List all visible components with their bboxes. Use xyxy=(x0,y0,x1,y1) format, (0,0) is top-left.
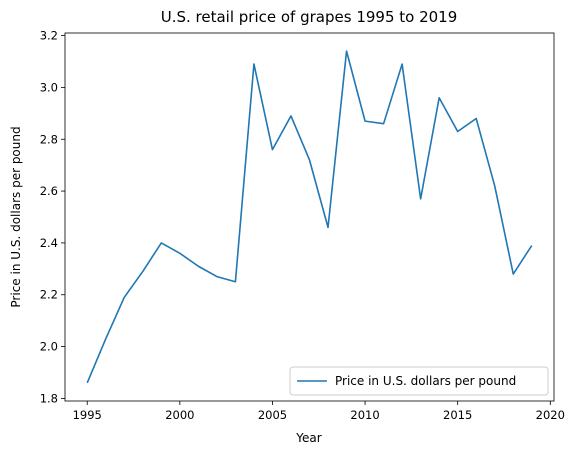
y-axis-label: Price in U.S. dollars per pound xyxy=(9,126,23,307)
x-tick-label: 2020 xyxy=(536,408,565,422)
data-point xyxy=(159,240,164,245)
data-point xyxy=(492,183,497,188)
legend: Price in U.S. dollars per pound xyxy=(289,366,549,396)
data-point xyxy=(344,49,349,54)
x-axis-label: Year xyxy=(295,431,321,445)
data-point xyxy=(455,129,460,134)
series-layer xyxy=(85,49,534,385)
x-tick-label: 2010 xyxy=(350,408,379,422)
data-point xyxy=(85,380,90,385)
y-axis-ticks: 1.8 2.0 2.2 2.4 2.6 2.8 3.0 3.2 xyxy=(40,29,65,405)
data-point xyxy=(363,119,368,124)
data-point xyxy=(103,336,108,341)
data-point xyxy=(140,269,145,274)
y-tick-label: 3.2 xyxy=(40,29,58,43)
x-tick-label: 2000 xyxy=(165,408,194,422)
chart-title: U.S. retail price of grapes 1995 to 2019 xyxy=(161,8,458,26)
x-axis-ticks: 1995 2000 2005 2010 2015 2020 xyxy=(73,401,565,422)
x-tick-label: 2015 xyxy=(443,408,472,422)
data-point xyxy=(288,113,293,118)
data-point xyxy=(196,264,201,269)
x-tick-label: 2005 xyxy=(258,408,287,422)
y-tick-label: 2.0 xyxy=(40,340,58,354)
data-point xyxy=(122,295,127,300)
series-line xyxy=(86,50,533,384)
y-tick-label: 2.6 xyxy=(40,184,58,198)
y-tick-label: 2.8 xyxy=(40,132,58,146)
y-tick-label: 2.2 xyxy=(40,288,58,302)
data-point xyxy=(177,251,182,256)
data-point xyxy=(511,272,516,277)
legend-entry-label: Price in U.S. dollars per pound xyxy=(335,374,516,388)
data-point xyxy=(529,243,534,248)
data-point xyxy=(400,62,405,67)
data-point xyxy=(307,157,312,162)
legend-box xyxy=(289,366,549,396)
data-point xyxy=(381,121,386,126)
data-point xyxy=(270,147,275,152)
y-tick-label: 2.4 xyxy=(40,236,58,250)
y-tick-label: 1.8 xyxy=(40,391,58,405)
data-point xyxy=(214,274,219,279)
plot-area-frame xyxy=(64,32,555,402)
data-point xyxy=(474,116,479,121)
data-point xyxy=(251,62,256,67)
data-point xyxy=(233,279,238,284)
x-tick-label: 1995 xyxy=(73,408,102,422)
y-tick-label: 3.0 xyxy=(40,80,58,94)
data-point xyxy=(326,225,331,230)
data-point xyxy=(437,95,442,100)
data-point xyxy=(418,196,423,201)
